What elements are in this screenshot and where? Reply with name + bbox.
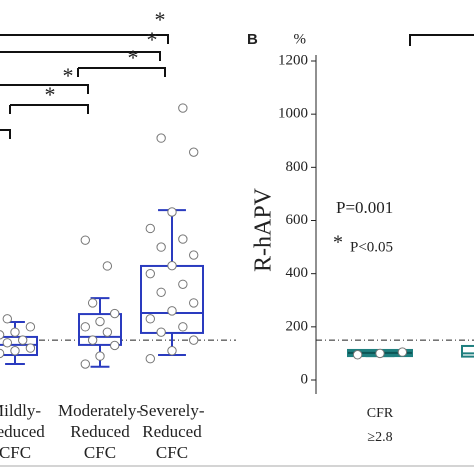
data-point bbox=[25, 322, 36, 332]
x-tick-label: Mildly- bbox=[0, 401, 41, 420]
data-point bbox=[178, 234, 188, 244]
x-tick-label: CFC bbox=[84, 443, 116, 462]
data-point bbox=[167, 306, 177, 316]
x-tick-label: CFC bbox=[0, 443, 31, 462]
data-point bbox=[145, 268, 156, 279]
data-point bbox=[2, 314, 12, 324]
significance-bracket bbox=[0, 51, 161, 61]
significance-star: * bbox=[128, 45, 139, 70]
significance-star: * bbox=[63, 63, 74, 88]
data-point bbox=[189, 298, 199, 308]
box bbox=[461, 344, 474, 358]
data-point bbox=[80, 359, 91, 369]
y-tick-label: 800 bbox=[286, 159, 309, 175]
x-tick-label: Severely- bbox=[139, 401, 204, 420]
data-point bbox=[18, 335, 28, 345]
data-point bbox=[110, 308, 120, 319]
x-tick-label: Reduced bbox=[0, 422, 45, 441]
significance-star: * bbox=[333, 232, 343, 254]
data-point bbox=[156, 242, 166, 252]
data-point bbox=[156, 287, 166, 297]
data-point bbox=[80, 322, 91, 332]
data-point bbox=[80, 235, 91, 245]
data-point bbox=[189, 147, 199, 157]
data-point bbox=[87, 298, 98, 308]
y-tick-label: 600 bbox=[286, 212, 309, 228]
y-axis-label: R-hAPV bbox=[251, 187, 277, 272]
data-point bbox=[110, 340, 120, 351]
significance-star: * bbox=[155, 7, 166, 32]
data-point bbox=[25, 343, 36, 353]
data-point bbox=[145, 314, 156, 324]
data-point bbox=[156, 133, 166, 143]
significance-note: P<0.05 bbox=[350, 239, 393, 255]
data-point bbox=[2, 338, 12, 348]
data-point bbox=[95, 351, 105, 361]
data-point bbox=[375, 348, 385, 359]
y-tick-label: 0 bbox=[301, 371, 309, 387]
y-tick-label: 1000 bbox=[278, 106, 308, 122]
data-point bbox=[0, 330, 5, 340]
x-tick-label: Moderately- bbox=[58, 401, 142, 420]
data-point bbox=[145, 354, 156, 364]
p-value: P=0.001 bbox=[336, 198, 393, 217]
significance-bracket bbox=[0, 129, 11, 139]
data-point bbox=[102, 327, 113, 337]
data-point bbox=[178, 103, 188, 113]
data-point bbox=[167, 260, 177, 271]
data-point bbox=[10, 346, 20, 356]
panel-label: B bbox=[247, 31, 258, 48]
significance-star: * bbox=[147, 27, 158, 52]
data-point bbox=[102, 261, 113, 271]
x-tick-label: CFR bbox=[367, 406, 394, 421]
unit-label: % bbox=[294, 31, 307, 47]
y-tick-label: 400 bbox=[286, 265, 309, 281]
data-point bbox=[10, 327, 20, 337]
data-point bbox=[87, 335, 98, 345]
data-point bbox=[0, 348, 5, 359]
data-point bbox=[156, 327, 166, 337]
data-point bbox=[178, 322, 188, 332]
x-tick-label: Reduced bbox=[70, 422, 130, 441]
data-point bbox=[352, 350, 363, 360]
x-tick-label: CFC bbox=[156, 443, 188, 462]
data-point bbox=[167, 346, 177, 356]
significance-bracket bbox=[0, 84, 89, 94]
data-point bbox=[178, 279, 188, 289]
significance-bracket bbox=[77, 67, 166, 77]
significance-bracket bbox=[9, 104, 89, 114]
data-point bbox=[189, 250, 199, 260]
significance-bracket bbox=[409, 34, 474, 46]
data-point bbox=[95, 316, 105, 327]
data-point bbox=[397, 347, 408, 357]
significance-star: * bbox=[45, 82, 56, 107]
data-point bbox=[167, 207, 177, 217]
data-point bbox=[145, 223, 156, 234]
x-tick-label: Reduced bbox=[142, 422, 202, 441]
significance-bracket bbox=[0, 34, 169, 44]
x-tick-label: ≥2.8 bbox=[367, 430, 392, 445]
data-point bbox=[189, 335, 199, 345]
y-tick-label: 200 bbox=[286, 318, 309, 334]
y-tick-label: 1200 bbox=[278, 52, 308, 68]
